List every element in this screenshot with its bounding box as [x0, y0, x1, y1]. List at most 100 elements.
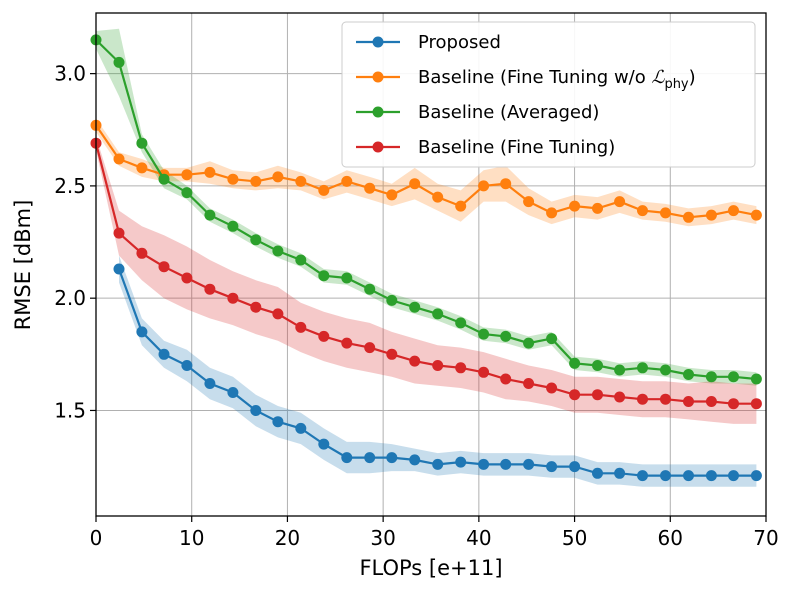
- series-2-point: [500, 330, 512, 342]
- series-0-point: [592, 467, 603, 479]
- series-0-point: [683, 470, 694, 482]
- legend-label: Baseline (Fine Tuning w/o ℒphy): [418, 67, 696, 92]
- series-2-point: [113, 56, 125, 68]
- series-1-point: [546, 207, 558, 219]
- series-0-point: [181, 360, 193, 371]
- x-tick-label: 20: [275, 526, 300, 550]
- series-1-point: [181, 169, 193, 181]
- series-3-point: [523, 378, 535, 389]
- series-2-point: [409, 301, 421, 313]
- series-3-point: [386, 348, 398, 360]
- series-2-point: [432, 308, 444, 320]
- series-3-point: [204, 283, 216, 295]
- series-0-point: [728, 470, 739, 482]
- series-0-point: [569, 461, 581, 473]
- x-tick-label: 30: [370, 526, 395, 550]
- series-2-point: [158, 173, 170, 185]
- series-1-point: [386, 189, 398, 201]
- series-2-point: [478, 328, 490, 340]
- legend-label-text: Proposed: [418, 32, 501, 53]
- series-3-point: [660, 393, 671, 405]
- series-3-point: [637, 393, 648, 405]
- series-2-point: [614, 364, 626, 376]
- series-3-point: [750, 398, 762, 410]
- legend-label-suffix: ): [689, 67, 696, 88]
- series-0-point: [227, 387, 239, 398]
- y-axis-label: RMSE [dBm]: [11, 200, 35, 331]
- series-0-point: [614, 467, 626, 479]
- series-0-point: [250, 405, 262, 416]
- series-1-point: [455, 200, 467, 212]
- confidence-bands: [96, 28, 757, 487]
- series-3-point: [432, 360, 444, 371]
- legend-label: Baseline (Fine Tuning): [418, 137, 615, 158]
- series-1-point: [341, 175, 353, 187]
- series-0-point: [272, 416, 284, 428]
- legend-box: [341, 21, 756, 168]
- series-2-point: [272, 245, 284, 257]
- series-0-point: [318, 438, 330, 450]
- series-3-point: [569, 389, 581, 401]
- series-3-point: [478, 366, 490, 378]
- series-2-point: [750, 373, 762, 385]
- series-3-point: [409, 355, 421, 367]
- series-0-point: [386, 452, 398, 464]
- series-0-point: [660, 470, 671, 482]
- plot-frame: [95, 12, 767, 517]
- legend-swatch-marker: [372, 106, 384, 118]
- series-0-band: [119, 255, 757, 487]
- series-3-point: [728, 398, 739, 410]
- series-0-point: [455, 456, 467, 468]
- x-tick-label: 0: [90, 526, 103, 550]
- series-1-point: [272, 171, 284, 183]
- series-2-point: [364, 283, 376, 295]
- series-0-point: [204, 378, 216, 389]
- series-0-point: [637, 470, 648, 482]
- series-lines: [90, 34, 762, 482]
- series-2-point: [136, 137, 148, 149]
- legend-label: Baseline (Averaged): [418, 102, 599, 123]
- series-3-point: [113, 227, 125, 239]
- series-1-point: [660, 207, 671, 219]
- series-3-band: [96, 136, 757, 424]
- series-0-point: [295, 422, 307, 434]
- series-2-point: [546, 333, 558, 345]
- series-0-point: [750, 470, 762, 482]
- series-0-point: [113, 263, 125, 275]
- y-tick-label: 2.0: [54, 286, 86, 310]
- legend-label-text: Baseline (Fine Tuning w/o: [418, 67, 651, 88]
- series-0-point: [705, 470, 717, 482]
- axis-ticks: 0 10 20 30 40 50 60 70 1.5 2.0 2.5 3.0: [54, 62, 779, 550]
- series-0-point: [523, 458, 535, 470]
- series-1-point: [523, 196, 535, 208]
- series-1-point: [318, 184, 330, 196]
- x-tick-label: 50: [562, 526, 587, 550]
- series-0-point: [432, 458, 444, 470]
- series-1-point: [614, 196, 626, 208]
- y-tick-label: 2.5: [54, 174, 86, 198]
- x-tick-label: 60: [658, 526, 683, 550]
- series-1-point: [409, 178, 421, 190]
- series-2-point: [250, 234, 262, 246]
- series-1-point: [227, 173, 239, 185]
- y-tick-label: 1.5: [54, 398, 86, 422]
- legend-swatch-marker: [372, 36, 384, 48]
- series-1-point: [295, 175, 307, 187]
- series-2-point: [295, 254, 307, 266]
- series-2-point: [204, 209, 216, 221]
- series-3-point: [341, 337, 353, 349]
- series-3-point: [705, 396, 717, 407]
- series-3-point: [136, 247, 148, 259]
- series-1-point: [750, 209, 762, 221]
- series-3-point: [683, 396, 694, 407]
- y-tick-label: 3.0: [54, 62, 86, 86]
- series-1-point: [705, 209, 717, 221]
- series-2-point: [705, 371, 717, 383]
- series-0-point: [341, 452, 353, 464]
- series-2-band: [96, 28, 757, 386]
- series-2-point: [569, 357, 581, 369]
- series-2-point: [386, 294, 398, 306]
- series-0-point: [546, 461, 558, 473]
- series-2-point: [592, 360, 603, 371]
- x-axis-label: FLOPs [e+11]: [359, 556, 502, 580]
